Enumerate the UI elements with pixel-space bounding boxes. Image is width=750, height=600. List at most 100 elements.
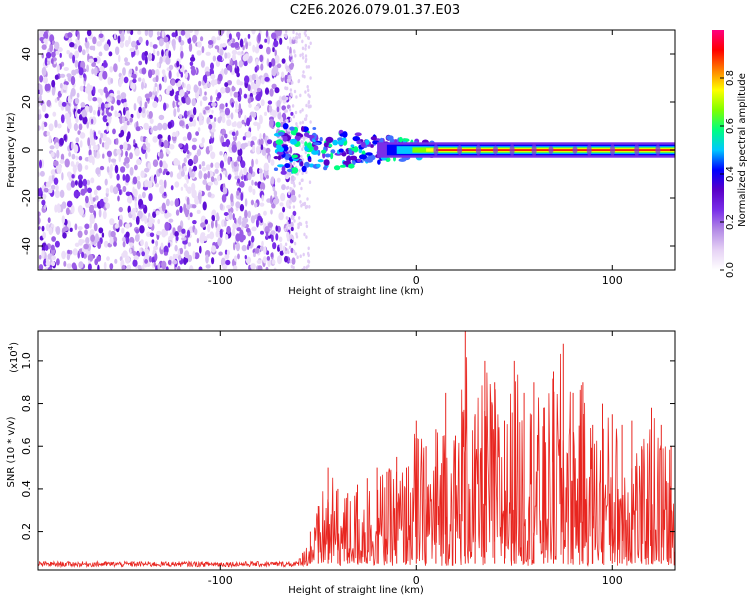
spectrogram-noise-cell [54, 204, 58, 213]
spectrogram-noise-cell [226, 215, 230, 221]
spectrogram-noise-cell [86, 64, 89, 73]
spectrogram-noise-cell [247, 172, 252, 181]
spectrogram-noise-cell [135, 215, 140, 225]
spectrogram-noise-cell [295, 32, 298, 36]
spectrogram-signal-blob [278, 131, 285, 136]
spectrogram-noise-cell [200, 222, 206, 228]
spectrogram-noise-cell [122, 241, 126, 248]
spectrogram-noise-cell [155, 210, 160, 216]
spectrogram-noise-cell [129, 166, 134, 176]
spectrogram-noise-cell [90, 118, 94, 125]
spectrogram-noise-cell [303, 266, 306, 270]
spectrogram-noise-cell [284, 255, 288, 263]
spectrogram-noise-cell [277, 246, 280, 252]
snr-y-ticks: 0.2 0.4 0.6 0.8 1.0 [20, 352, 675, 540]
spectrogram-noise-cell [128, 242, 134, 247]
spectrogram-noise-cell [183, 256, 187, 265]
spectrogram-noise-cell [52, 173, 55, 182]
spectrogram-noise-cell [176, 60, 180, 68]
spectrogram-noise-cell [46, 99, 52, 107]
spectrogram-noise-cell [38, 197, 41, 202]
spectrogram-noise-cell [178, 113, 183, 120]
spectrogram-noise-cell [115, 138, 119, 145]
spectrogram-noise-cell [163, 191, 167, 197]
spectrogram-noise-cell [161, 49, 164, 57]
spectrogram-noise-cell [126, 120, 130, 126]
spectrogram-noise-cell [157, 122, 163, 131]
spectrogram-noise-cell [176, 71, 180, 78]
spectrogram-noise-cell [91, 62, 96, 67]
spectrogram-noise-cell [60, 114, 65, 124]
spectrogram-noise-cell [296, 172, 299, 176]
spectrogram-noise-cell [289, 117, 293, 122]
spectrogram-noise-cell [289, 36, 292, 45]
spectrogram-noise-cell [299, 121, 302, 125]
spectrogram-noise-cell [241, 119, 245, 125]
spectrogram-noise-cell [76, 30, 79, 35]
spectrogram-noise-cell [290, 264, 294, 269]
spectrogram-noise-cell [119, 115, 123, 124]
spectrogram-noise-cell [307, 88, 310, 93]
spectrogram-noise-cell [231, 131, 236, 137]
spectrogram-noise-cell [270, 230, 276, 236]
spectrogram-noise-cell [273, 198, 279, 205]
spectrogram-noise-cell [73, 123, 78, 132]
spectrogram-noise-cell [38, 102, 41, 107]
spectrogram-noise-cell [187, 242, 192, 247]
spectrogram-noise-cell [224, 82, 229, 88]
spectrogram-noise-cell [88, 149, 92, 157]
spectrogram-noise-cell [55, 164, 62, 171]
spectrogram-noise-cell [71, 174, 75, 179]
spectrogram-noise-cell [288, 223, 291, 228]
spectrogram-noise-cell [237, 147, 243, 157]
spectrogram-noise-cell [254, 66, 258, 73]
spectrogram-noise-cell [98, 208, 102, 218]
spectrogram-noise-cell [87, 137, 91, 147]
spectrogram-noise-cell [203, 109, 206, 115]
spectrogram-noise-cell [213, 117, 217, 122]
spectrogram-noise-cell [288, 245, 292, 250]
spectrogram-noise-cell [211, 109, 214, 114]
spectrogram-noise-cell [244, 217, 249, 223]
spectrogram-noise-cell [174, 198, 179, 208]
spectrogram-noise-cell [167, 134, 171, 142]
spectrogram-noise-cell [307, 253, 310, 258]
spectrogram-noise-cell [113, 241, 117, 247]
spectrogram-noise-cell [309, 120, 312, 124]
spectrogram-noise-cell [290, 226, 294, 232]
spectrogram-noise-cell [224, 254, 230, 260]
spectrogram-noise-cell [136, 158, 142, 165]
spectrogram-noise-cell [290, 111, 294, 116]
spectrogram-noise-cell [279, 242, 283, 252]
spectrogram-noise-cell [192, 220, 197, 225]
spectrogram-signal-blob [290, 129, 298, 136]
spectrogram-noise-cell [147, 52, 153, 62]
spectrogram-noise-cell [163, 139, 169, 149]
spectrogram-noise-cell [93, 109, 96, 116]
spectrogram-noise-cell [201, 46, 205, 54]
spectrogram-noise-cell [191, 98, 196, 107]
spectrogram-noise-cell [100, 132, 104, 139]
spectrogram-noise-cell [240, 192, 244, 202]
spectrogram-noise-cell [161, 260, 167, 270]
spectrogram-noise-cell [93, 66, 98, 76]
spectrogram-noise-cell [299, 53, 302, 58]
spectrogram-noise-cell [156, 84, 160, 94]
spectrogram-noise-cell [192, 165, 198, 172]
spectrogram-noise-cell [215, 230, 219, 238]
spectrogram-noise-cell [72, 248, 78, 256]
spectrogram-noise-cell [71, 30, 74, 33]
spectrogram-noise-cell [179, 89, 185, 98]
spectrogram-noise-cell [208, 40, 214, 45]
spectrogram-noise-cell [110, 77, 114, 84]
spectrogram-noise-cell [231, 102, 235, 108]
spectrogram-noise-cell [148, 193, 153, 202]
spectrogram-noise-cell [289, 186, 292, 191]
spectrogram-noise-cell [288, 205, 292, 210]
spectrogram-noise-cell [201, 137, 205, 144]
spectrogram-noise-cell [74, 242, 80, 247]
spectrogram-noise-cell [154, 82, 158, 88]
spectrogram-noise-cell [219, 228, 223, 238]
spectrogram-noise-cell [175, 209, 180, 216]
spectrogram-noise-cell [234, 255, 238, 262]
